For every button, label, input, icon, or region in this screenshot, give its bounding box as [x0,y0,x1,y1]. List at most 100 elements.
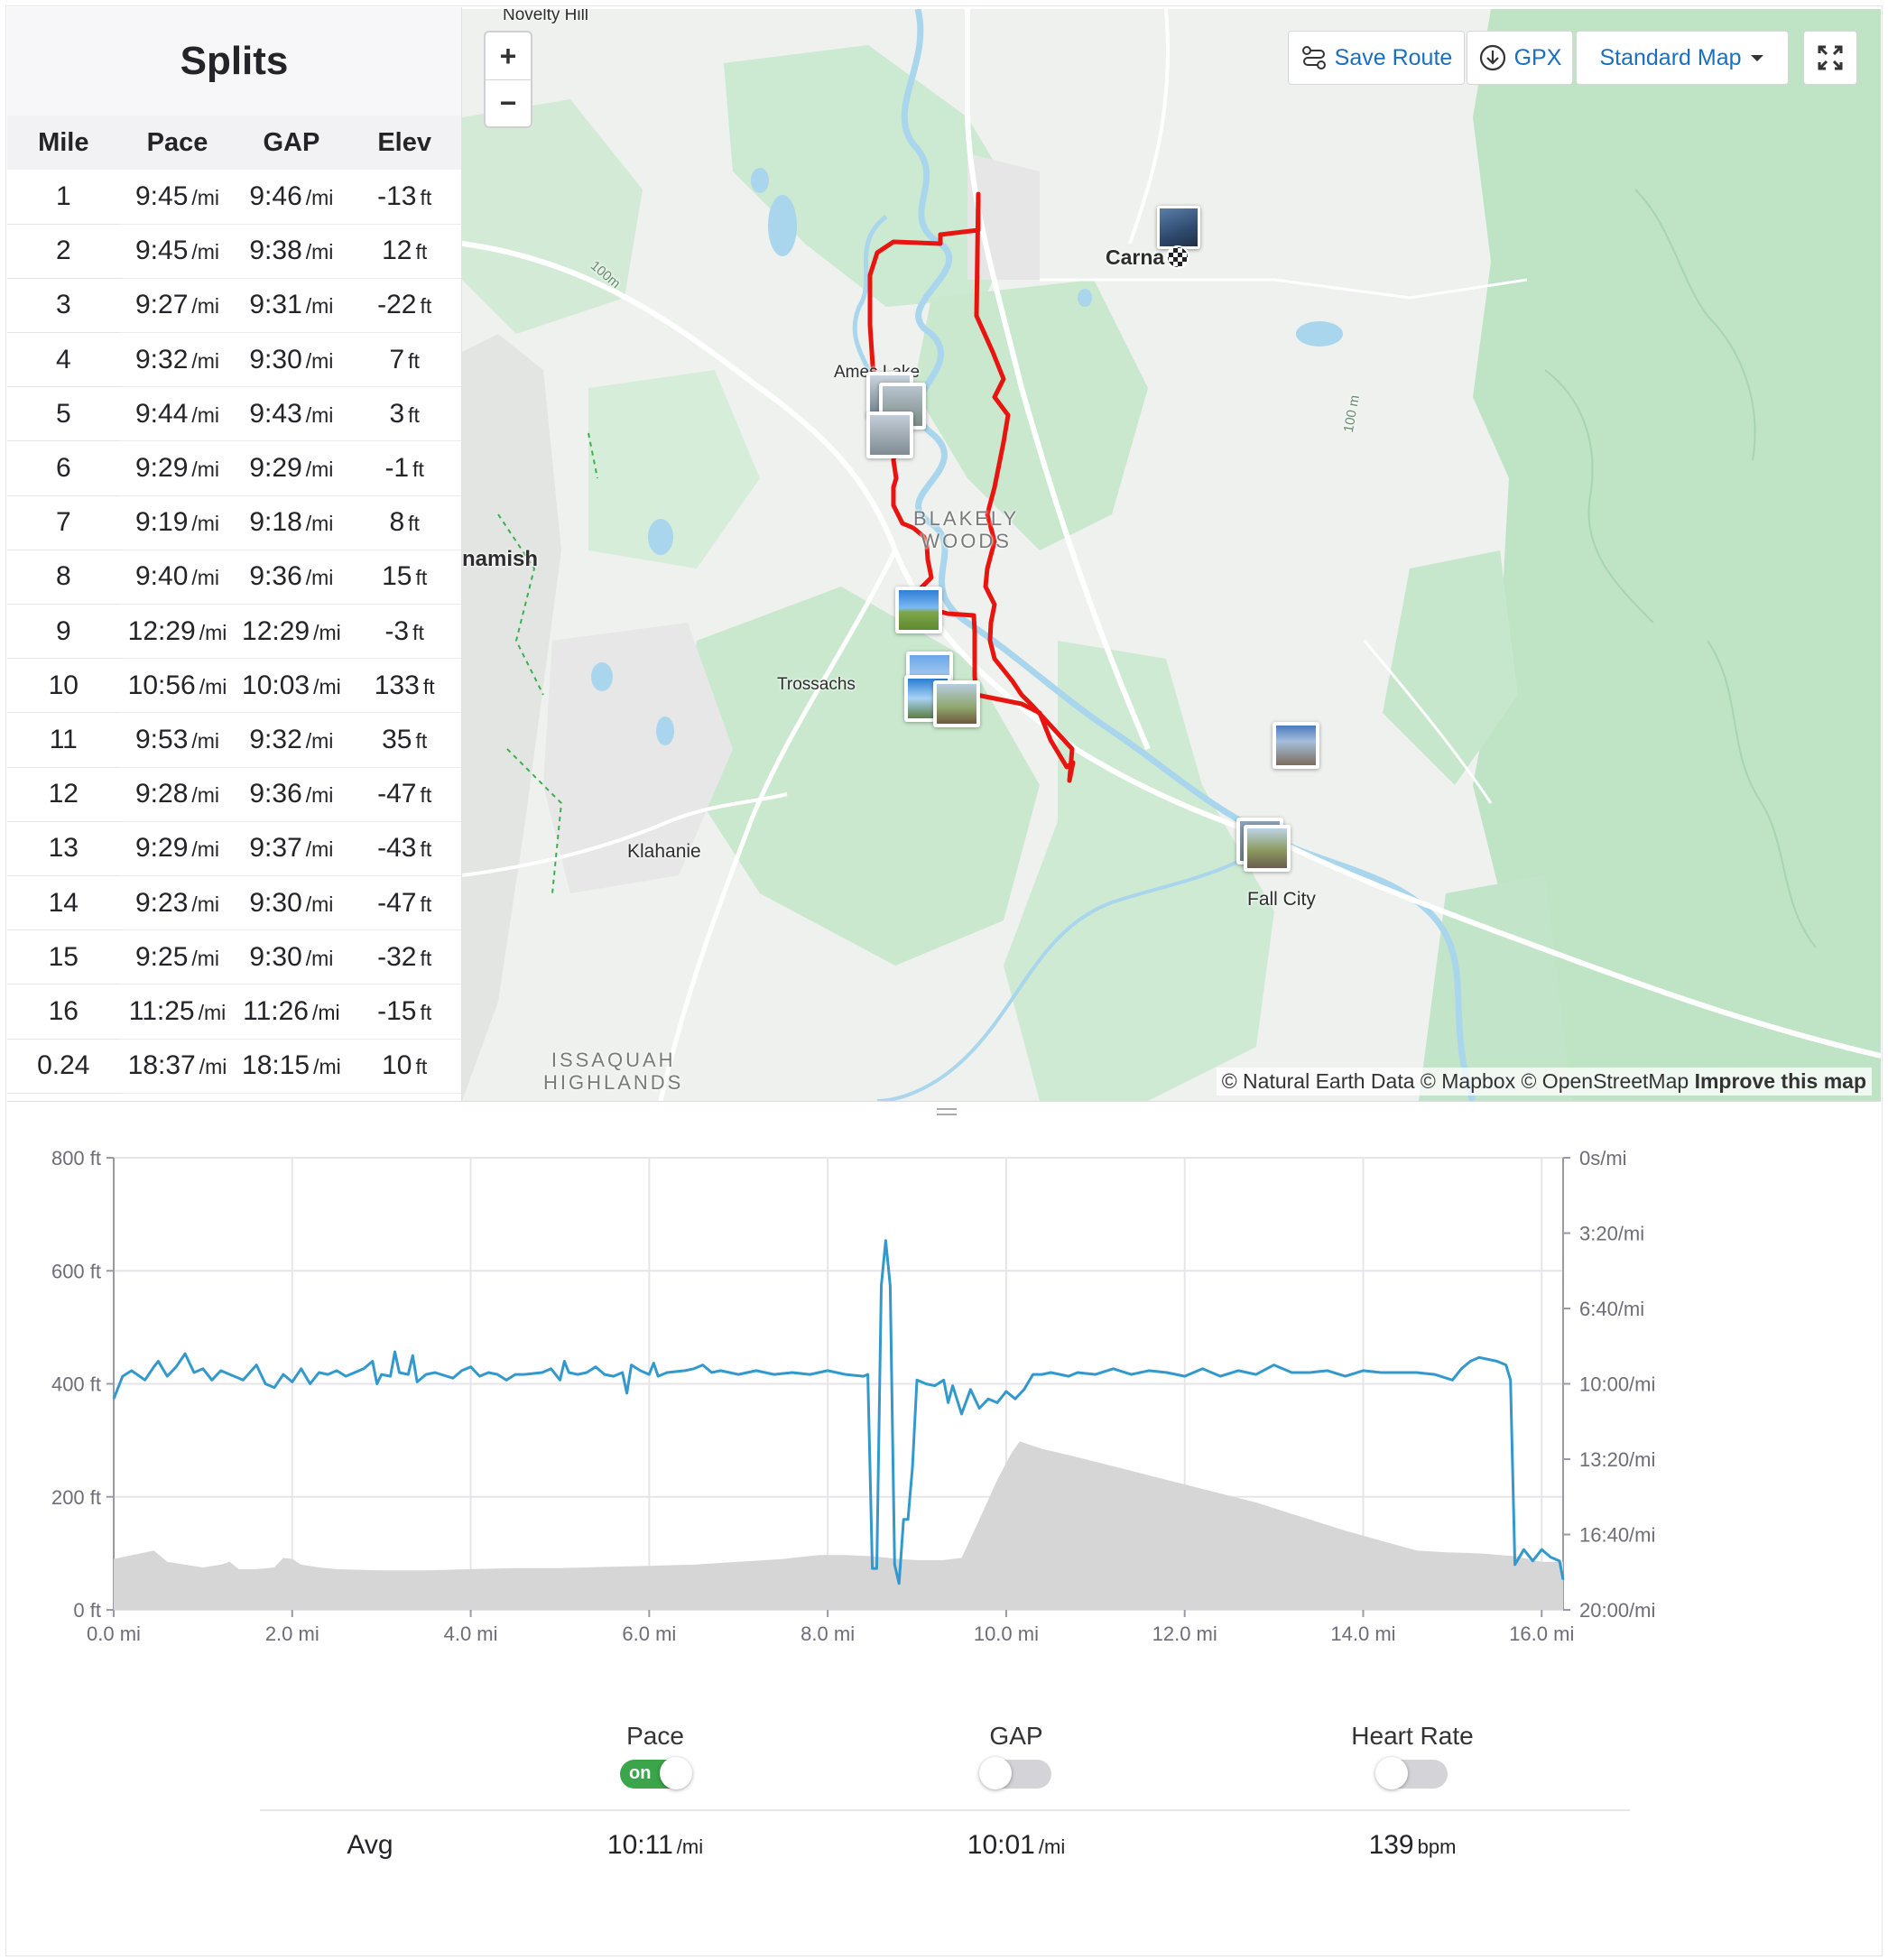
right-axis-label: 10:00/mi [1579,1373,1655,1396]
avg-gap-value: 10:01 [967,1830,1035,1860]
avg-gap-unit: /mi [1038,1835,1066,1858]
avg-label: Avg [347,1830,393,1860]
fullscreen-icon [1818,45,1843,70]
route-map[interactable]: Novelty Hill Carna Ames Lake BLAKELY WOO… [462,9,1881,1101]
photo-marker[interactable] [895,587,942,633]
zoom-in-button[interactable]: + [499,39,517,72]
split-gap-unit: /mi [313,674,341,698]
column-header-mile: Mile [7,116,120,170]
map-style-select[interactable]: Standard Map [1576,31,1789,85]
split-pace-cell: 9:44/mi [119,386,236,442]
map-label-blakely-woods: BLAKELY WOODS [913,507,1019,552]
x-axis-label: 10.0 mi [974,1623,1039,1645]
split-gap-cell: 10:03/mi [235,658,348,714]
gap-toggle[interactable] [979,1757,1051,1789]
split-elev-unit: ft [420,185,432,209]
split-row: 6 9:29/mi 9:29/mi -1 ft [7,440,461,496]
split-elev-cell: -43 ft [347,821,461,876]
split-gap-value: 9:38 [249,236,302,266]
split-pace-cell: 9:45/mi [119,224,236,279]
split-pace-unit: /mi [191,458,220,482]
map-label-klahanie: Klahanie [627,841,701,862]
drag-handle-icon[interactable] [937,1108,957,1115]
split-elev-cell: -22 ft [347,278,461,334]
heart-rate-toggle[interactable] [1375,1757,1448,1789]
split-elev-cell: 8 ft [347,495,461,550]
x-axis-label: 4.0 mi [444,1623,498,1645]
split-gap-unit: /mi [305,185,334,209]
zoom-out-button[interactable]: − [486,79,531,126]
split-pace-value: 9:23 [134,887,189,918]
split-pace-value: 9:45 [134,180,189,211]
right-axis-label: 3:20/mi [1579,1223,1644,1245]
avg-pace-unit: /mi [676,1835,704,1858]
split-elev-cell: -13 ft [347,170,461,225]
split-mile-value: 16 [48,995,79,1026]
split-elev-unit: ft [420,783,432,808]
x-axis-label: 14.0 mi [1330,1623,1395,1645]
split-mile-cell: 8 [7,550,120,606]
splits-header-row: Mile Pace GAP Elev [7,116,461,170]
split-row: 5 9:44/mi 9:43/mi 3 ft [7,386,461,442]
split-mile-cell: 3 [7,278,120,334]
split-gap-cell: 9:31/mi [235,278,348,334]
map-tiles [462,9,1881,1101]
fullscreen-button[interactable] [1803,31,1857,85]
split-pace-unit: /mi [191,566,220,590]
split-elev-cell: 35 ft [347,712,461,768]
split-row: 3 9:27/mi 9:31/mi -22 ft [7,278,461,334]
pace-elevation-chart[interactable]: 800 ft 600 ft 400 ft 200 ft 0 ft 0s/mi 3:20/m… [0,1119,1888,1697]
map-label-trossachs: Trossachs [777,675,856,694]
split-pace-cell: 9:28/mi [119,767,236,822]
finish-flag-icon [1166,245,1189,269]
split-elev-cell: -15 ft [347,984,461,1040]
split-elev-value: -43 [377,833,417,864]
split-elev-cell: 12 ft [347,224,461,279]
right-axis-label: 6:40/mi [1579,1298,1644,1320]
heart-rate-toggle-group: Heart Rate [1313,1722,1512,1789]
map-label-blakely: BLAKELY [913,507,1020,530]
split-pace-unit: /mi [191,783,220,808]
split-row: 7 9:19/mi 9:18/mi 8 ft [7,495,461,550]
split-elev-unit: ft [412,458,424,482]
split-pace-cell: 10:56/mi [119,658,236,714]
map-label-novelty-hill: Novelty Hill [503,9,589,24]
split-pace-cell: 11:25/mi [119,984,236,1040]
split-gap-cell: 11:26/mi [235,984,348,1040]
split-mile-value: 1 [55,180,71,211]
photo-marker[interactable] [1273,722,1319,769]
split-pace-unit: /mi [191,294,220,319]
toggle-knob [660,1757,692,1789]
split-elev-unit: ft [408,512,420,536]
improve-map-link[interactable]: Improve this map [1694,1069,1866,1093]
split-elev-cell: 10 ft [347,1039,461,1094]
athlete-avatar-marker[interactable] [1157,206,1200,249]
split-gap-cell: 18:15/mi [235,1039,348,1094]
split-gap-value: 9:18 [249,507,302,538]
photo-marker[interactable] [866,411,913,458]
split-elev-value: -1 [384,453,410,484]
save-route-button[interactable]: Save Route [1288,31,1465,85]
right-axis-label: 13:20/mi [1579,1448,1655,1471]
split-mile-value: 3 [55,290,71,320]
split-elev-value: -22 [377,290,417,320]
split-gap-unit: /mi [305,348,334,373]
heart-rate-toggle-label: Heart Rate [1351,1722,1474,1750]
split-mile-value: 7 [55,507,71,538]
split-pace-value: 9:44 [134,398,189,429]
split-gap-cell: 9:30/mi [235,929,348,985]
split-elev-unit: ft [420,946,432,970]
photo-marker[interactable] [1244,825,1291,872]
chevron-down-icon [1750,55,1763,61]
photo-marker[interactable] [933,680,980,727]
pace-toggle[interactable]: on [620,1757,692,1789]
split-pace-value: 9:53 [134,724,189,754]
resize-divider[interactable] [7,1101,1881,1119]
averages-divider [260,1809,1630,1811]
split-row: 0.24 18:37/mi 18:15/mi 10 ft [7,1039,461,1094]
split-pace-value: 9:19 [134,507,189,538]
gpx-download-button[interactable]: GPX [1467,31,1573,85]
avg-pace-value: 10:11 [606,1830,673,1860]
split-pace-cell: 9:45/mi [119,170,236,225]
split-mile-cell: 5 [7,386,120,442]
